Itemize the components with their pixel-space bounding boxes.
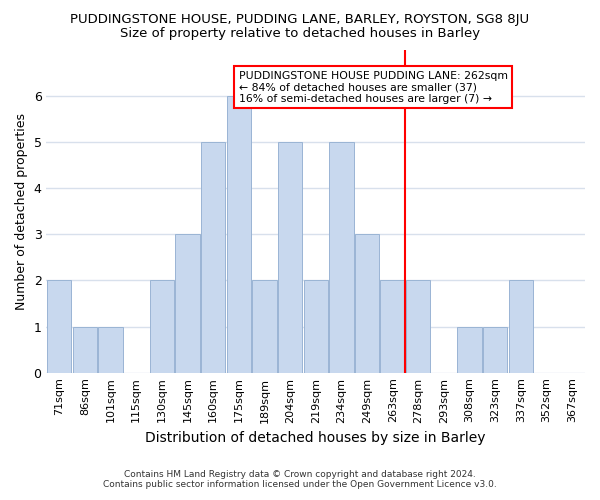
Bar <box>98 326 123 372</box>
Bar <box>329 142 353 372</box>
Bar <box>73 326 97 372</box>
Text: Contains HM Land Registry data © Crown copyright and database right 2024.
Contai: Contains HM Land Registry data © Crown c… <box>103 470 497 489</box>
Bar <box>457 326 482 372</box>
Text: PUDDINGSTONE HOUSE, PUDDING LANE, BARLEY, ROYSTON, SG8 8JU: PUDDINGSTONE HOUSE, PUDDING LANE, BARLEY… <box>70 12 530 26</box>
Bar <box>380 280 405 372</box>
Text: Size of property relative to detached houses in Barley: Size of property relative to detached ho… <box>120 28 480 40</box>
Bar <box>149 280 174 372</box>
Y-axis label: Number of detached properties: Number of detached properties <box>15 113 28 310</box>
Text: PUDDINGSTONE HOUSE PUDDING LANE: 262sqm
← 84% of detached houses are smaller (37: PUDDINGSTONE HOUSE PUDDING LANE: 262sqm … <box>239 70 508 104</box>
Bar <box>406 280 430 372</box>
Bar <box>304 280 328 372</box>
Bar <box>509 280 533 372</box>
Bar <box>252 280 277 372</box>
Bar <box>175 234 200 372</box>
Bar <box>227 96 251 372</box>
X-axis label: Distribution of detached houses by size in Barley: Distribution of detached houses by size … <box>145 431 486 445</box>
Bar <box>201 142 226 372</box>
Bar <box>47 280 71 372</box>
Bar <box>355 234 379 372</box>
Bar <box>278 142 302 372</box>
Bar <box>483 326 508 372</box>
